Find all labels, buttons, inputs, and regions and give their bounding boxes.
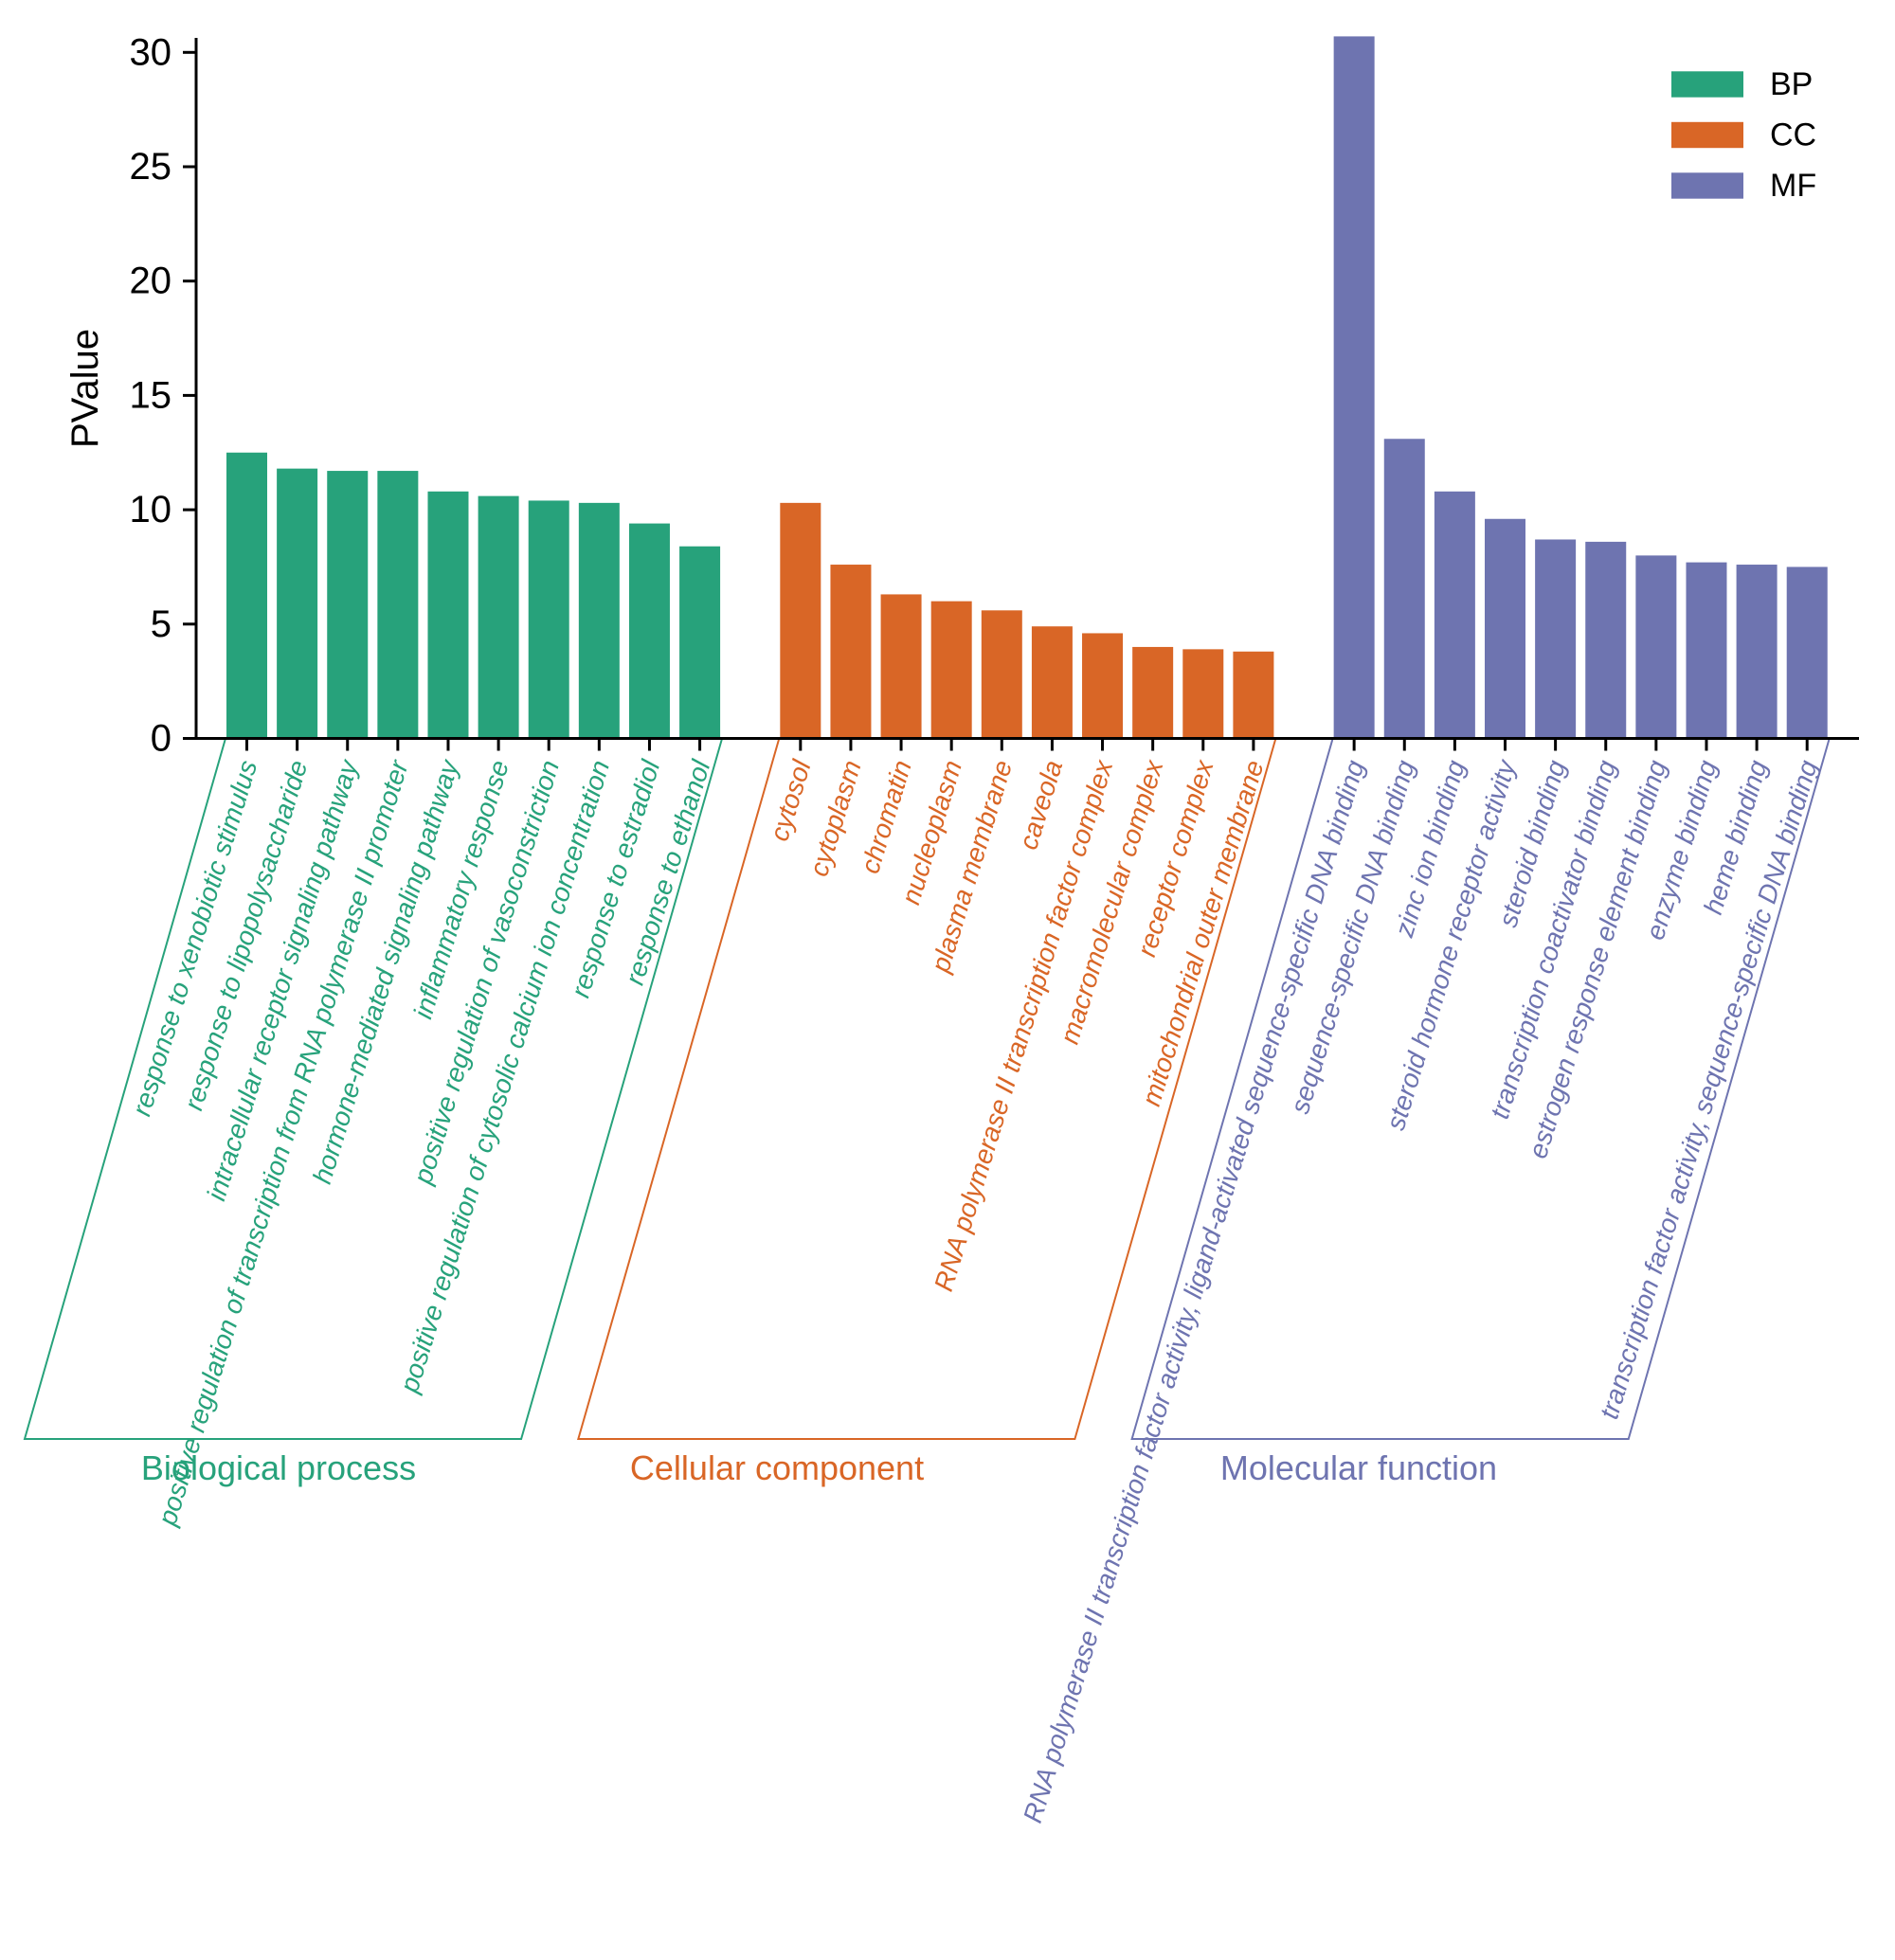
bar-mf: [1635, 555, 1677, 739]
y-tick-label: 0: [151, 718, 171, 760]
category-label-cc: caveola: [1013, 757, 1068, 853]
legend-label-cc: CC: [1770, 117, 1816, 153]
group-label-bp: Biological process: [141, 1448, 416, 1487]
bar-mf: [1585, 541, 1627, 739]
group-labels: Biological process Cellular component Mole…: [141, 1448, 1497, 1487]
y-tick-label: 30: [130, 31, 172, 73]
bar-bp: [327, 471, 369, 739]
y-tick-label: 25: [130, 146, 172, 188]
category-label-cc: cytosol: [765, 756, 817, 844]
bar-cc: [1031, 626, 1073, 739]
category-label-bp: positive regulation of transcription fro…: [152, 755, 414, 1529]
bar-mf: [1686, 562, 1727, 739]
group-label-cc: Cellular component: [630, 1448, 924, 1487]
bar-bp: [478, 495, 519, 739]
bar-mf: [1736, 565, 1778, 739]
y-axis-title: PValue: [64, 329, 106, 448]
legend-label-bp: BP: [1770, 66, 1813, 102]
group-label-mf: Molecular function: [1220, 1448, 1497, 1487]
bar-cc: [1082, 633, 1124, 739]
bar-cc: [780, 502, 821, 739]
bar-bp: [679, 546, 721, 739]
x-axis: [194, 737, 1859, 751]
y-axis: 0 5 10 15 20 25 30: [130, 31, 198, 760]
bar-cc: [1233, 651, 1274, 739]
bar-mf: [1786, 566, 1828, 739]
bar-mf: [1434, 491, 1475, 739]
bar-bp: [578, 502, 620, 739]
y-tick-label: 5: [151, 603, 171, 645]
legend-swatch-bp: [1671, 71, 1743, 98]
bar-mf: [1383, 439, 1425, 739]
bar-cc: [930, 601, 972, 739]
legend-swatch-mf: [1671, 172, 1743, 199]
bar-bp: [277, 468, 318, 739]
bar-mf: [1485, 518, 1525, 739]
category-labels: response to xenobiotic stimulusresponse …: [126, 755, 1823, 1826]
bar-bp: [528, 500, 569, 739]
legend: BP CC MF: [1671, 66, 1816, 204]
bar-mf: [1535, 539, 1577, 739]
y-tick-label: 15: [130, 374, 172, 416]
bar-cc: [880, 594, 922, 739]
y-tick-label: 10: [130, 489, 172, 530]
legend-label-mf: MF: [1770, 168, 1816, 204]
bar-bp: [427, 491, 469, 739]
bar-mf: [1333, 36, 1375, 739]
bar-cc: [1132, 646, 1174, 739]
bar-bp: [377, 471, 419, 739]
bar-cc: [981, 610, 1022, 739]
y-tick-label: 20: [130, 261, 172, 302]
bar-bp: [226, 452, 267, 739]
bar-bp: [628, 523, 670, 739]
legend-swatch-cc: [1671, 121, 1743, 149]
bars: [226, 36, 1828, 739]
bar-cc: [1182, 649, 1224, 739]
bar-cc: [830, 565, 872, 739]
